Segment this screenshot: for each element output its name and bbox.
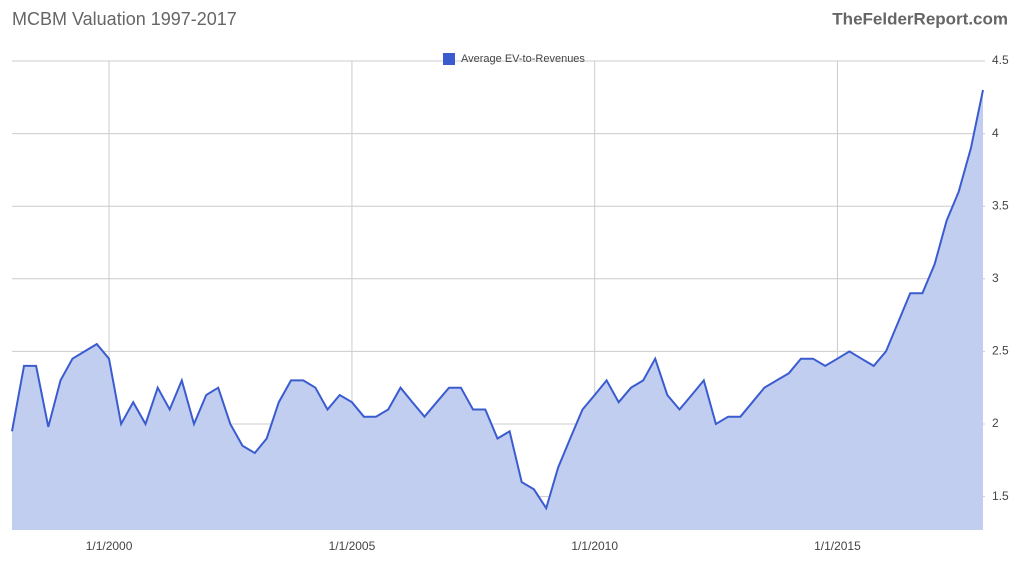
area [12, 90, 984, 530]
line [11, 89, 984, 511]
x-tick-label: 1/1/2000 [86, 539, 133, 553]
x-tick-label: 1/1/2005 [329, 539, 376, 553]
x-tick-label: 1/1/2010 [571, 539, 618, 553]
y-tick-label: 3 [992, 271, 999, 285]
legend-swatch [443, 53, 455, 65]
source: TheFelderReport.com [832, 9, 1008, 28]
y-tick-label: 1.5 [992, 489, 1009, 503]
y-tick-label: 3.5 [992, 198, 1009, 212]
y-tick-label: 4 [992, 126, 999, 140]
y-tick-label: 2 [992, 416, 999, 430]
y-tick-label: 4.5 [992, 53, 1009, 67]
y-tick-label: 2.5 [992, 344, 1009, 358]
legend-label: Average EV-to-Revenues [461, 53, 585, 65]
x-tick-label: 1/1/2015 [814, 539, 861, 553]
chart-title: MCBM Valuation 1997-2017 [12, 9, 237, 29]
